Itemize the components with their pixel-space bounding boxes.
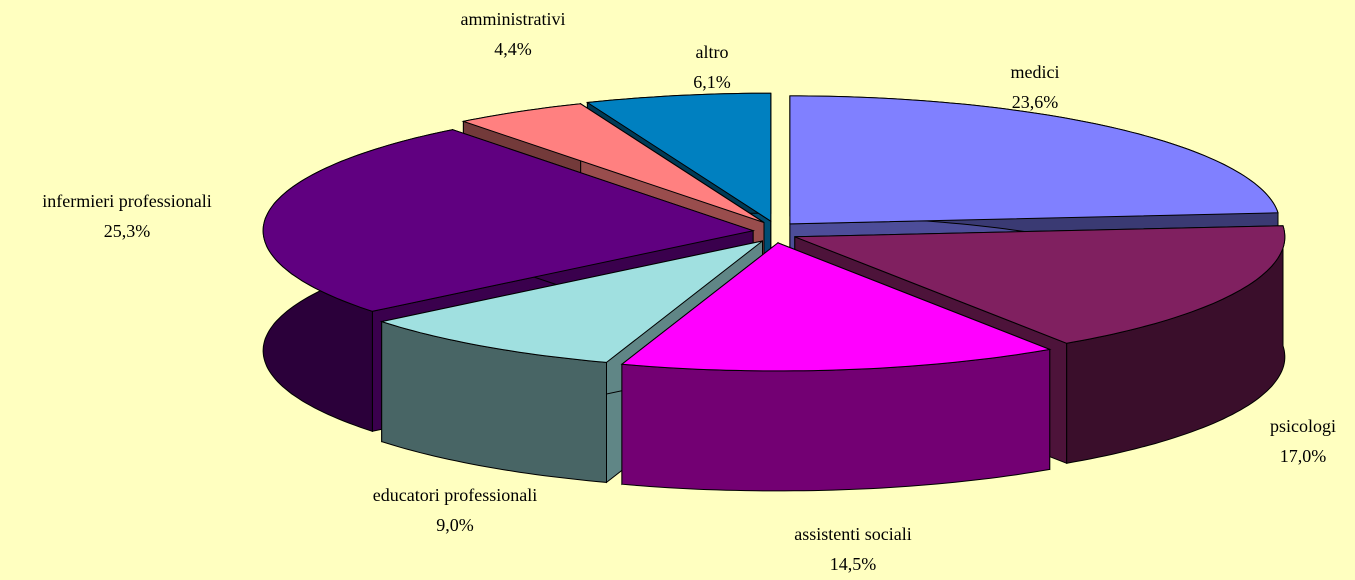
slice	[585, 92, 772, 223]
slice-label: psicologi	[1270, 416, 1336, 436]
slice-label: infermieri professionali	[42, 191, 211, 211]
slice-label: educatori professionali	[373, 485, 537, 505]
slice	[461, 103, 765, 223]
slice-value-label: 17,0%	[1280, 446, 1327, 466]
slice	[794, 225, 1286, 344]
slice-value-label: 23,6%	[1012, 92, 1059, 112]
slice-value-label: 25,3%	[104, 221, 151, 241]
slice-label: altro	[696, 42, 729, 62]
slice-value-label: 6,1%	[693, 72, 731, 92]
slice	[379, 240, 763, 363]
slice-value-label: 14,5%	[830, 554, 877, 574]
slice-value-label: 4,4%	[494, 39, 532, 59]
slice-tops	[262, 92, 1286, 372]
slice-label: amministrativi	[461, 9, 566, 29]
slice-value-label: 9,0%	[436, 515, 474, 535]
slice-label: medici	[1011, 62, 1060, 82]
slice	[789, 95, 1279, 225]
slice	[620, 242, 1052, 372]
slice-label: assistenti sociali	[794, 524, 911, 544]
slice	[262, 129, 755, 312]
slice-wall	[621, 348, 1051, 492]
